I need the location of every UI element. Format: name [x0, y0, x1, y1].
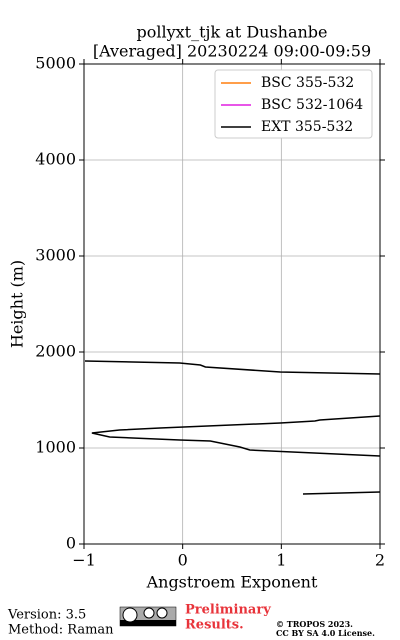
legend-label: BSC 355-532 — [261, 75, 354, 91]
y-tick-label: 1000 — [35, 438, 76, 457]
legend-box — [214, 69, 373, 139]
y-tick-label: 3000 — [35, 246, 76, 265]
y-axis-label: Height (m) — [8, 260, 27, 348]
method: Method: Raman — [8, 623, 114, 638]
license: CC BY SA 4.0 License. — [276, 628, 375, 638]
license-badge — [119, 606, 177, 627]
legend-label: EXT 355-532 — [261, 119, 353, 135]
y-tick-label: 4000 — [35, 150, 76, 169]
legend-label: BSC 532-1064 — [261, 97, 363, 113]
x-axis-label: Angstroem Exponent — [146, 573, 318, 592]
data-line — [84, 360, 381, 495]
x-tick-label: 0 — [178, 551, 188, 570]
x-tick-label: 1 — [276, 551, 286, 570]
copyright: © TROPOS 2023. — [276, 619, 353, 629]
version: Version: 3.5 — [7, 608, 86, 623]
y-tick-label: 5000 — [35, 54, 76, 73]
x-tick-label: −1 — [72, 551, 96, 570]
y-tick-label: 0 — [66, 534, 76, 553]
preliminary: Preliminary — [185, 603, 271, 618]
plot-frame — [83, 63, 381, 545]
chart-subtitle: [Averaged] 20230224 09:00-09:59 — [93, 42, 371, 61]
x-tick-label: 2 — [375, 551, 385, 570]
results: Results. — [185, 618, 244, 633]
y-tick-label: 2000 — [35, 342, 76, 361]
chart-title: pollyxt_tjk at Dushanbe — [136, 23, 327, 42]
